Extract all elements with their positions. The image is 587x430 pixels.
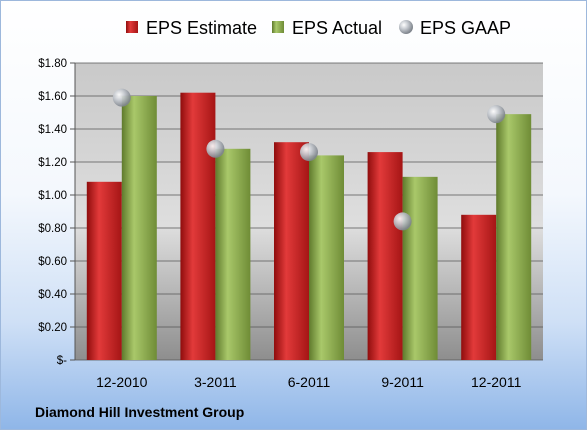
marker-eps-gaap [112, 88, 131, 107]
y-tick-label: $1.60 [38, 91, 67, 103]
y-tick-label: $0.40 [38, 289, 67, 301]
x-tick-label: 6-2011 [288, 374, 331, 390]
bar-eps-actual [402, 176, 438, 360]
x-tick-label: 12-2011 [471, 374, 522, 390]
marker-eps-gaap [206, 139, 225, 158]
marker-eps-gaap [487, 105, 506, 124]
y-tick-label: $1.80 [38, 58, 67, 70]
bar-eps-actual [215, 148, 251, 360]
bar-eps-estimate [461, 214, 497, 360]
legend-swatch-actual [272, 21, 284, 33]
legend-swatch-gaap [399, 20, 413, 34]
marker-eps-gaap [300, 143, 318, 162]
bar-eps-estimate [86, 181, 122, 360]
bar-eps-estimate [367, 152, 403, 360]
y-tick-label: $0.20 [38, 322, 67, 334]
y-tick-label: $- [57, 355, 67, 367]
y-tick-label: $0.60 [38, 256, 67, 268]
marker-eps-gaap [393, 212, 412, 231]
category-labels: 12-2010 3-2011 6-2011 9-2011 12-2011 [96, 374, 521, 390]
company-name: Diamond Hill Investment Group [35, 404, 245, 420]
bar-eps-actual [121, 96, 157, 360]
legend-label: EPS Actual [292, 18, 382, 38]
x-tick-label: 3-2011 [194, 374, 237, 390]
legend: EPS Estimate EPS Actual EPS GAAP [126, 18, 511, 38]
bar-eps-actual [496, 114, 532, 361]
gaap-markers [112, 88, 506, 231]
y-tick-label: $1.00 [38, 190, 67, 202]
bar-eps-estimate [274, 142, 309, 360]
x-tick-label: 9-2011 [381, 374, 424, 390]
y-tick-label: $1.40 [38, 124, 67, 136]
y-tick-label: $0.80 [38, 223, 67, 235]
axis: $- $0.20 $0.40 $0.60 $0.80 $1.00 $1.20 $1.40 $1.… [38, 58, 76, 367]
bar-eps-estimate [180, 92, 216, 360]
legend-label: EPS Estimate [146, 18, 257, 38]
bars [86, 92, 532, 361]
legend-label: EPS GAAP [420, 18, 511, 38]
legend-swatch-estimate [126, 21, 138, 33]
x-tick-label: 12-2010 [96, 374, 148, 390]
y-tick-label: $1.20 [38, 157, 67, 169]
bar-eps-actual [309, 155, 344, 360]
